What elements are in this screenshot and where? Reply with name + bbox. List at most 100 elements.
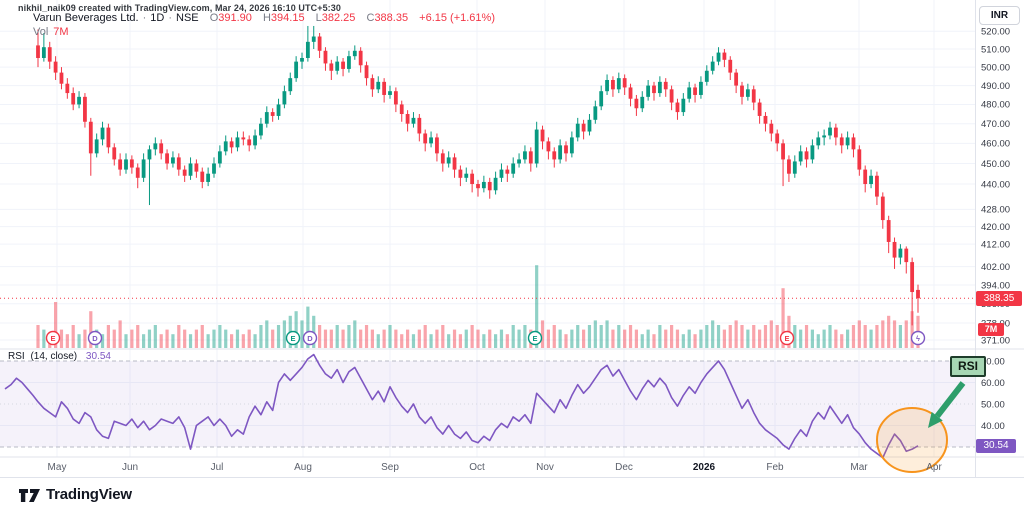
volume-bar[interactable] — [904, 320, 908, 348]
candle-body[interactable] — [399, 104, 404, 115]
volume-bar[interactable] — [276, 325, 281, 348]
candle-body[interactable] — [763, 115, 768, 124]
candle-body[interactable] — [147, 149, 152, 160]
volume-bar[interactable] — [898, 325, 902, 348]
volume-bar[interactable] — [564, 334, 568, 348]
candle-body[interactable] — [564, 145, 568, 154]
volume-bars[interactable] — [36, 265, 920, 348]
candle-body[interactable] — [839, 137, 844, 146]
volume-bar[interactable] — [664, 329, 668, 348]
volume-bar[interactable] — [523, 325, 527, 348]
volume-bar[interactable] — [417, 329, 421, 348]
candle-body[interactable] — [452, 157, 457, 170]
tradingview-logo-icon[interactable] — [18, 488, 41, 508]
candle-body[interactable] — [77, 96, 81, 105]
volume-bar[interactable] — [118, 320, 122, 348]
candle-body[interactable] — [393, 91, 398, 105]
candle-body[interactable] — [734, 72, 739, 86]
volume-bar[interactable] — [488, 329, 492, 348]
candle-body[interactable] — [276, 104, 281, 116]
volume-bar[interactable] — [540, 320, 545, 348]
candle-body[interactable] — [94, 139, 99, 154]
candle-body[interactable] — [112, 147, 117, 160]
volume-bar[interactable] — [230, 334, 234, 348]
volume-bar[interactable] — [822, 329, 826, 348]
volume-bar[interactable] — [875, 325, 879, 348]
volume-bar[interactable] — [36, 325, 40, 348]
candle-body[interactable] — [699, 81, 703, 95]
volume-bar[interactable] — [142, 334, 146, 348]
candlesticks[interactable] — [36, 25, 920, 326]
candle-body[interactable] — [552, 151, 557, 160]
candle-body[interactable] — [751, 89, 756, 103]
candle-body[interactable] — [417, 117, 422, 134]
candle-body[interactable] — [165, 153, 169, 164]
candle-body[interactable] — [194, 163, 199, 172]
volume-bar[interactable] — [54, 302, 58, 348]
candle-body[interactable] — [341, 61, 345, 69]
candle-body[interactable] — [247, 139, 252, 146]
candle-body[interactable] — [517, 159, 521, 164]
volume-bar[interactable] — [611, 329, 615, 348]
candle-body[interactable] — [223, 141, 228, 152]
candle-body[interactable] — [71, 93, 76, 105]
candle-body[interactable] — [212, 163, 216, 174]
volume-bar[interactable] — [435, 329, 439, 348]
candle-body[interactable] — [792, 161, 797, 174]
candle-body[interactable] — [669, 89, 674, 103]
rsi-indicator-legend[interactable]: RSI (14, close) 30.54 — [8, 351, 111, 362]
volume-bar[interactable] — [846, 329, 850, 348]
volume-bar[interactable] — [147, 329, 152, 348]
volume-bar[interactable] — [740, 325, 744, 348]
candle-body[interactable] — [311, 36, 316, 42]
candle-body[interactable] — [100, 127, 105, 140]
rsi-annotation-label[interactable]: RSI — [950, 356, 986, 377]
volume-bar[interactable] — [253, 334, 257, 348]
rsi-title[interactable]: RSI — [8, 351, 25, 362]
volume-bar[interactable] — [406, 329, 410, 348]
candle-body[interactable] — [171, 157, 175, 164]
volume-bar[interactable] — [177, 325, 181, 348]
volume-bar[interactable] — [705, 325, 709, 348]
candle-body[interactable] — [264, 112, 269, 124]
volume-bar[interactable] — [218, 325, 222, 348]
volume-bar[interactable] — [828, 325, 832, 348]
candle-body[interactable] — [388, 91, 392, 95]
candle-body[interactable] — [159, 143, 164, 154]
candle-body[interactable] — [534, 129, 539, 164]
candle-body[interactable] — [435, 137, 439, 154]
volume-bar[interactable] — [224, 329, 228, 348]
candle-body[interactable] — [200, 171, 205, 182]
candle-body[interactable] — [804, 151, 809, 160]
candle-body[interactable] — [124, 159, 128, 170]
volume-bar[interactable] — [370, 329, 374, 348]
candle-body[interactable] — [364, 65, 369, 79]
volume-bar[interactable] — [675, 329, 680, 348]
volume-bar[interactable] — [470, 325, 474, 348]
candle-body[interactable] — [822, 135, 827, 138]
candle-body[interactable] — [523, 151, 527, 160]
volume-bar[interactable] — [247, 329, 251, 348]
candle-body[interactable] — [446, 157, 451, 164]
volume-bar[interactable] — [282, 320, 286, 348]
volume-bar[interactable] — [136, 325, 140, 348]
volume-bar[interactable] — [452, 329, 457, 348]
candle-body[interactable] — [458, 169, 463, 178]
volume-bar[interactable] — [716, 325, 721, 348]
volume-bar[interactable] — [793, 325, 797, 348]
candle-body[interactable] — [693, 87, 697, 95]
volume-bar[interactable] — [834, 329, 838, 348]
volume-bar[interactable] — [599, 325, 603, 348]
candle-body[interactable] — [569, 137, 574, 154]
candle-body[interactable] — [787, 159, 791, 174]
candle-body[interactable] — [828, 127, 832, 136]
candle-body[interactable] — [65, 83, 70, 94]
candle-body[interactable] — [892, 241, 897, 258]
candle-body[interactable] — [710, 61, 715, 71]
tradingview-brand-text[interactable]: TradingView — [46, 486, 132, 503]
volume-bar[interactable] — [587, 325, 592, 348]
candle-body[interactable] — [869, 175, 873, 185]
volume-bar[interactable] — [552, 325, 556, 348]
earnings-badge[interactable] — [779, 330, 795, 346]
